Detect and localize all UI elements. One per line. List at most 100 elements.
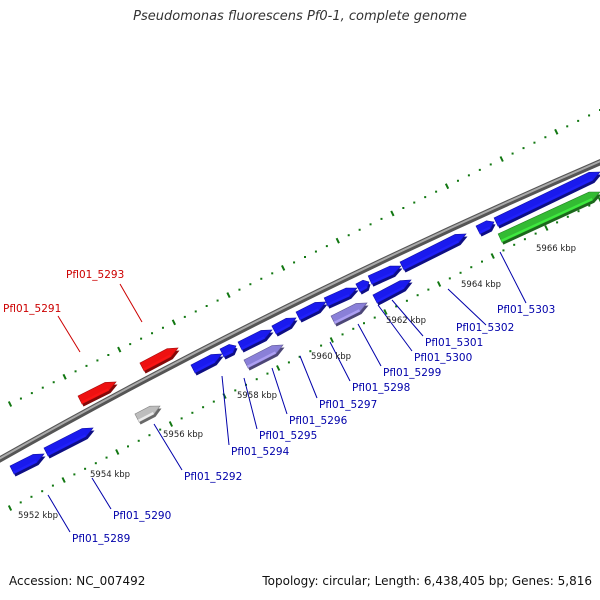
track-dot — [341, 333, 344, 336]
tick-mark — [171, 319, 176, 326]
track-dot — [51, 484, 54, 487]
track-dot — [470, 266, 473, 269]
gene-label: Pfl01_5291 — [3, 303, 61, 315]
track-dot — [588, 114, 591, 117]
gene-pfl01_5300-highlight — [358, 285, 368, 292]
map-title: Pseudomonas fluorescens Pf0-1, complete … — [133, 9, 467, 24]
track-dot — [577, 119, 580, 122]
leader-line — [357, 323, 382, 367]
track-dot — [544, 136, 547, 139]
gene-pfl01_5301-highlight — [375, 286, 405, 303]
label-leader-lines — [47, 251, 527, 533]
kbp-labels: 5952 kbp 5954 kbp 5956 kbp 5958 kbp 5960 kbp… — [18, 244, 576, 521]
gene-pfl01_5299-highlight — [333, 309, 361, 325]
gene-label: Pfl01_5300 — [414, 352, 472, 364]
tick-mark — [335, 237, 340, 244]
track-dot — [395, 305, 398, 308]
track-dot — [427, 288, 430, 291]
gene-label: Pfl01_5293 — [66, 269, 124, 281]
tick-mark — [62, 373, 67, 380]
tick-mark — [597, 197, 600, 203]
track-dot — [41, 490, 44, 493]
track-dot — [180, 417, 183, 420]
gene-pfl01_5300-highlight — [370, 271, 394, 285]
track-dot — [216, 299, 219, 302]
gene-pfl01_5293-highlight — [142, 354, 172, 371]
gene-label: Pfl01_5292 — [184, 471, 242, 483]
track-dot — [566, 125, 569, 128]
track-dot — [358, 228, 361, 231]
track-dot — [52, 381, 55, 384]
tick-mark — [117, 346, 122, 353]
tick-mark — [168, 421, 174, 427]
tick-mark — [383, 309, 388, 315]
gene-features — [9, 171, 600, 477]
kbp-label: 5966 kbp — [536, 244, 576, 254]
track-dot — [304, 256, 306, 258]
track-dot — [459, 271, 462, 274]
leader-line — [221, 375, 230, 446]
tick-mark — [61, 477, 66, 483]
leader-line — [119, 283, 143, 323]
track-dot — [402, 207, 405, 209]
track-dot — [105, 456, 108, 459]
track-dot — [84, 467, 87, 470]
tick-mark — [490, 253, 495, 259]
track-dot — [481, 260, 483, 263]
track-dot — [137, 439, 140, 442]
gene-pfl01_5297-highlight — [298, 308, 320, 321]
highlighted-feature-highlight — [500, 197, 593, 243]
leader-line — [377, 304, 413, 352]
track-dot — [140, 337, 143, 340]
tick-mark — [499, 156, 504, 162]
gene-label: Pfl01_5290 — [113, 510, 171, 522]
track-dot — [205, 305, 208, 307]
kbp-label: 5954 kbp — [90, 470, 130, 480]
track-dot — [556, 221, 559, 224]
kbp-label: 5960 kbp — [311, 352, 351, 362]
kbp-label: 5958 kbp — [237, 391, 277, 401]
leader-line — [57, 315, 81, 353]
track-dot — [202, 406, 205, 409]
dotted-tracks — [19, 109, 600, 504]
track-dot — [161, 326, 164, 329]
track-dot — [159, 428, 162, 431]
leader-line — [243, 377, 258, 430]
gene-pfl01_5290-highlight — [46, 434, 87, 457]
tick-mark — [7, 505, 13, 511]
track-dot — [298, 355, 301, 358]
gene-pfl01_5303-highlight — [478, 226, 491, 235]
track-dot — [238, 288, 241, 291]
track-dot — [314, 250, 317, 253]
track-dot — [435, 190, 438, 193]
track-dot — [511, 152, 514, 155]
track-dot — [369, 223, 372, 226]
track-dot — [347, 234, 350, 237]
kbp-label: 5964 kbp — [461, 280, 501, 290]
leader-line — [447, 288, 487, 326]
gene-pfl01_5296-highlight — [246, 351, 277, 369]
tick-mark — [329, 337, 334, 343]
track-dot — [73, 473, 76, 476]
track-dot — [424, 196, 427, 199]
track-dot — [522, 147, 525, 150]
gene-pfl01_5294-highlight — [222, 350, 234, 358]
track-dot — [534, 232, 537, 235]
track-dot — [85, 364, 88, 367]
leader-line — [153, 423, 183, 471]
tick-mark — [226, 292, 231, 299]
gene-label: Pfl01_5296 — [289, 415, 348, 427]
gene-pfl01_5298-highlight — [326, 293, 350, 307]
track-dot — [325, 245, 328, 248]
gene-label: Pfl01_5295 — [259, 430, 317, 442]
tick-mark — [7, 401, 13, 407]
track-dot — [96, 359, 99, 362]
track-dot — [533, 141, 536, 144]
track-dot — [19, 397, 22, 400]
gene-pfl01_5294-highlight — [193, 360, 216, 373]
gene-pfl01_5302-highlight — [402, 240, 460, 271]
leader-line — [299, 355, 318, 399]
gene-label: Pfl01_5299 — [383, 367, 441, 379]
leader-line — [329, 341, 351, 382]
